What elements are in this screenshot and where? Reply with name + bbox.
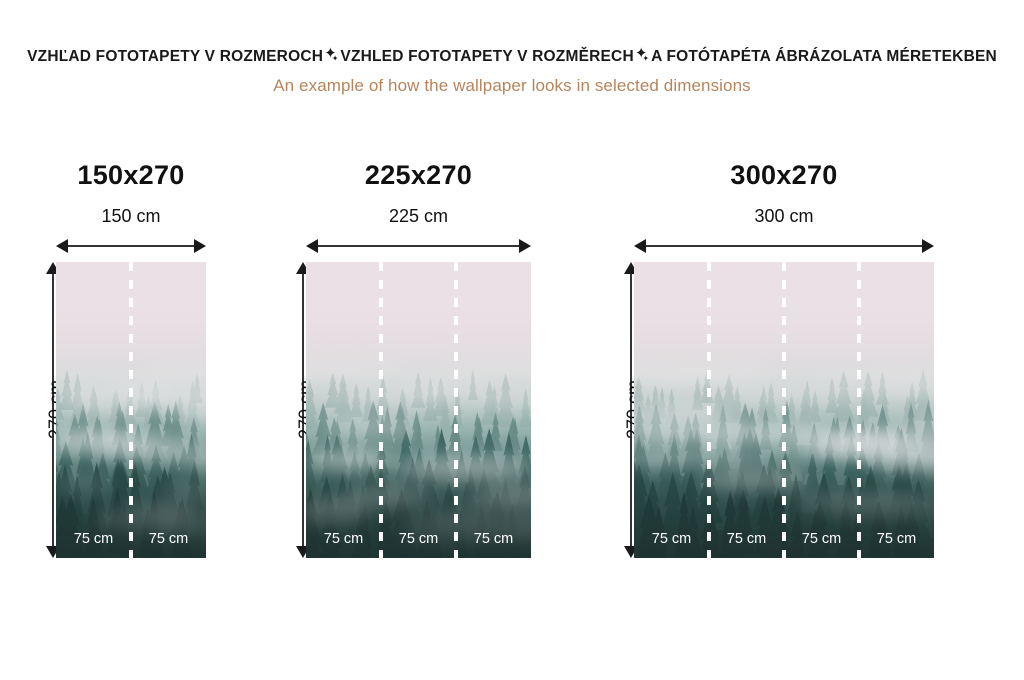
strip-width-label: 75 cm <box>148 531 189 547</box>
wallpaper-preview: 75 cm 75 cm <box>56 262 206 558</box>
title-part-sk: VZHĽAD FOTOTAPETY V ROZMEROCH <box>27 48 324 65</box>
strip-divider <box>129 262 133 558</box>
width-dimension-label: 225 cm <box>388 206 449 226</box>
width-dimension-arrow <box>306 239 531 253</box>
strip-divider <box>707 262 711 558</box>
arrow-head-right-icon <box>922 239 934 253</box>
header: VZHĽAD FOTOTAPETY V ROZMEROCH✦✦ VZHLED FO… <box>0 45 1024 96</box>
sparkle-icon: ✦✦ <box>634 45 649 63</box>
wallpaper-preview: 75 cm 75 cm 75 cm 75 cm <box>634 262 934 558</box>
arrow-head-right-icon <box>519 239 531 253</box>
sky-haze <box>306 262 531 425</box>
title-part-hu: A FOTÓTAPÉTA ÁBRÁZOLATA MÉRETEKBEN <box>651 48 997 65</box>
panel-title: 300x270 <box>730 160 838 190</box>
strip-width-label: 75 cm <box>726 531 767 547</box>
sparkle-icon: ✦✦ <box>324 45 338 63</box>
strip-width-label: 75 cm <box>73 531 114 547</box>
fog-wisp <box>56 432 138 450</box>
arrow-head-left-icon <box>306 239 318 253</box>
strip-width-label: 75 cm <box>398 531 439 547</box>
strip-width-label: 75 cm <box>473 531 514 547</box>
page-subtitle: An example of how the wallpaper looks in… <box>273 75 751 95</box>
page-title: VZHĽAD FOTOTAPETY V ROZMEROCH✦✦ VZHLED FO… <box>0 45 1024 67</box>
arrow-line <box>642 245 926 247</box>
width-dimension-label: 150 cm <box>101 206 161 226</box>
strip-width-label: 75 cm <box>651 531 692 547</box>
panel-title: 150x270 <box>77 160 185 190</box>
strip-width-label: 75 cm <box>801 531 842 547</box>
width-dimension-label: 300 cm <box>754 206 814 226</box>
title-part-cz: VZHLED FOTOTAPETY V ROZMĚRECH <box>340 48 634 65</box>
arrow-line <box>52 270 54 550</box>
arrow-line <box>314 245 523 247</box>
panel-title: 225x270 <box>364 160 473 190</box>
strip-divider <box>379 262 383 558</box>
arrow-line <box>64 245 198 247</box>
strip-divider <box>454 262 458 558</box>
arrow-head-right-icon <box>194 239 206 253</box>
forest-shadow <box>306 457 531 558</box>
arrow-head-left-icon <box>634 239 646 253</box>
strip-divider <box>857 262 861 558</box>
wallpaper-preview: 75 cm 75 cm 75 cm <box>306 262 531 558</box>
strip-width-label: 75 cm <box>323 531 364 547</box>
arrow-head-left-icon <box>56 239 68 253</box>
width-dimension-arrow <box>634 239 934 253</box>
strip-width-label: 75 cm <box>876 531 917 547</box>
width-dimension-arrow <box>56 239 206 253</box>
forest-image <box>306 262 531 558</box>
strip-divider <box>782 262 786 558</box>
arrow-line <box>630 270 632 550</box>
arrow-line <box>302 270 304 550</box>
